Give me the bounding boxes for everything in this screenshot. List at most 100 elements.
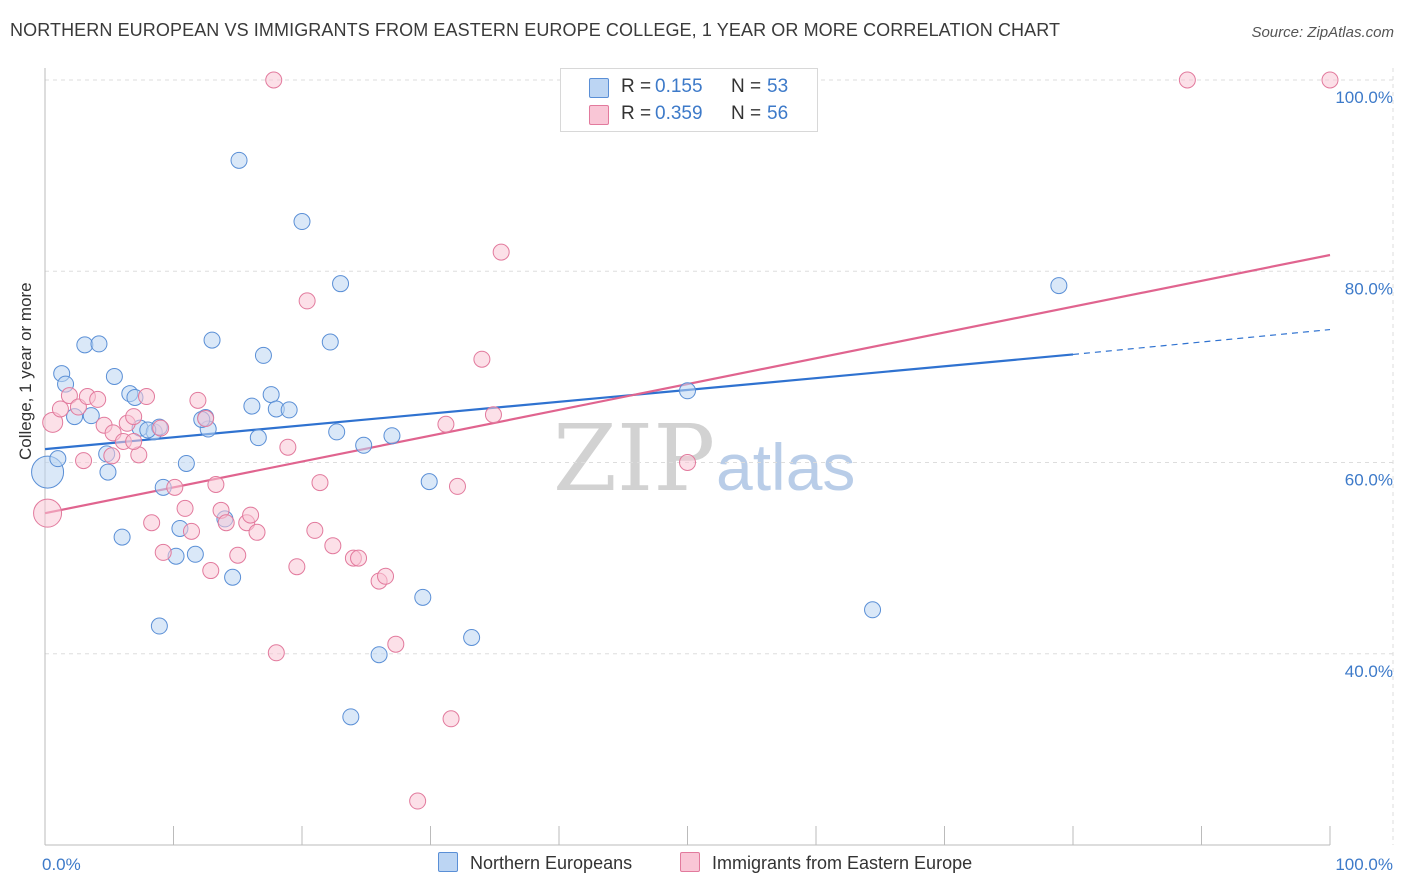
- legend-label: Immigrants from Eastern Europe: [712, 853, 973, 873]
- data-point-northern-european: [49, 450, 67, 468]
- data-point-immigrant-eastern-europe: [33, 498, 63, 528]
- data-point-immigrant-eastern-europe: [377, 567, 395, 585]
- source-label: Source: ZipAtlas.com: [1251, 24, 1394, 41]
- data-point-northern-european: [679, 382, 696, 400]
- data-point-northern-european: [76, 336, 94, 354]
- r-label: R =: [621, 76, 652, 97]
- data-point-immigrant-eastern-europe: [248, 523, 266, 541]
- data-point-immigrant-eastern-europe: [189, 391, 207, 409]
- data-point-northern-european: [370, 646, 388, 664]
- trend-line-extension: [1072, 328, 1331, 356]
- data-point-northern-european: [355, 436, 373, 454]
- data-point-immigrant-eastern-europe: [288, 558, 306, 576]
- blue-swatch: [589, 78, 609, 98]
- data-point-northern-european: [249, 429, 267, 447]
- data-point-immigrant-eastern-europe: [279, 438, 297, 456]
- data-point-immigrant-eastern-europe: [125, 432, 143, 450]
- data-point-northern-european: [328, 423, 346, 441]
- n-value: 53: [767, 76, 789, 97]
- data-point-immigrant-eastern-europe: [138, 388, 156, 406]
- y-tick-label: 80.0%: [1345, 279, 1393, 298]
- x-tick-label: 0.0%: [42, 855, 81, 874]
- data-point-immigrant-eastern-europe: [679, 454, 696, 471]
- data-point-immigrant-eastern-europe: [182, 522, 200, 540]
- data-point-northern-european: [186, 545, 204, 563]
- stats-box: R = 0.155 N = 53 R = 0.359 N = 56: [560, 68, 818, 132]
- data-point-northern-european: [420, 473, 438, 491]
- data-point-northern-european: [332, 275, 350, 293]
- watermark: ZIP atlas: [553, 405, 855, 512]
- data-point-northern-european: [321, 333, 339, 351]
- data-point-northern-european: [342, 708, 360, 726]
- data-point-immigrant-eastern-europe: [202, 562, 220, 580]
- data-point-immigrant-eastern-europe: [154, 543, 172, 561]
- data-point-immigrant-eastern-europe: [267, 644, 285, 662]
- data-point-immigrant-eastern-europe: [324, 537, 342, 555]
- y-axis-label: College, 1 year or more: [16, 282, 35, 460]
- data-point-northern-european: [254, 346, 272, 364]
- data-point-northern-european: [113, 528, 131, 546]
- data-point-immigrant-eastern-europe: [125, 408, 143, 426]
- data-point-northern-european: [280, 401, 298, 419]
- data-point-northern-european: [243, 397, 261, 415]
- tick-labels: 40.0% 60.0% 80.0% 100.0% 0.0% 100.0%: [42, 88, 1393, 874]
- data-point-immigrant-eastern-europe: [484, 406, 502, 424]
- data-point-immigrant-eastern-europe: [265, 71, 283, 89]
- data-point-northern-european: [864, 601, 882, 619]
- data-point-northern-european: [150, 617, 168, 635]
- trend-line-northern-europeans: [44, 353, 1074, 451]
- data-point-northern-european: [383, 427, 401, 445]
- data-point-immigrant-eastern-europe: [89, 390, 107, 408]
- pink-swatch: [680, 852, 700, 872]
- chart-title: NORTHERN EUROPEAN VS IMMIGRANTS FROM EAS…: [10, 20, 1061, 40]
- watermark-atlas: atlas: [716, 430, 855, 504]
- data-point-northern-european: [90, 335, 108, 353]
- data-point-immigrant-eastern-europe: [473, 350, 491, 368]
- data-point-immigrant-eastern-europe: [350, 549, 368, 567]
- data-point-northern-european: [177, 454, 195, 472]
- data-point-immigrant-eastern-europe: [166, 478, 184, 496]
- legend-item-northern-europeans[interactable]: Northern Europeans: [438, 852, 632, 874]
- data-point-immigrant-eastern-europe: [60, 387, 78, 405]
- data-point-immigrant-eastern-europe: [176, 499, 194, 517]
- pink-swatch: [589, 105, 609, 125]
- data-point-immigrant-eastern-europe: [51, 400, 69, 418]
- data-point-immigrant-eastern-europe: [217, 514, 235, 532]
- data-point-northern-european: [230, 151, 248, 169]
- data-point-northern-european: [463, 628, 481, 646]
- data-point-immigrant-eastern-europe: [442, 710, 460, 728]
- n-label: N =: [731, 103, 762, 124]
- r-value: 0.359: [655, 103, 703, 124]
- data-point-northern-european: [1050, 277, 1068, 295]
- data-point-northern-european: [203, 331, 221, 349]
- data-point-immigrant-eastern-europe: [448, 477, 466, 495]
- data-point-immigrant-eastern-europe: [207, 475, 225, 493]
- x-tick-label: 100.0%: [1335, 855, 1393, 874]
- n-value: 56: [767, 103, 789, 124]
- data-point-immigrant-eastern-europe: [306, 521, 324, 539]
- data-point-northern-european: [262, 386, 280, 404]
- r-label: R =: [621, 103, 652, 124]
- data-point-immigrant-eastern-europe: [409, 792, 427, 810]
- data-point-immigrant-eastern-europe: [311, 474, 329, 492]
- legend-label: Northern Europeans: [470, 853, 633, 873]
- data-point-immigrant-eastern-europe: [143, 514, 161, 532]
- y-tick-label: 60.0%: [1345, 471, 1393, 490]
- data-point-northern-european: [414, 588, 432, 606]
- data-points: [31, 71, 1339, 810]
- legend-item-immigrants-eastern-europe[interactable]: Immigrants from Eastern Europe: [680, 852, 972, 874]
- data-point-immigrant-eastern-europe: [197, 410, 215, 428]
- data-point-immigrant-eastern-europe: [152, 419, 170, 437]
- data-point-immigrant-eastern-europe: [298, 292, 316, 310]
- data-point-northern-european: [105, 367, 123, 385]
- data-point-immigrant-eastern-europe: [492, 243, 510, 261]
- data-point-northern-european: [224, 568, 242, 586]
- r-value: 0.155: [655, 76, 703, 97]
- data-point-northern-european: [82, 407, 100, 425]
- y-tick-label: 100.0%: [1335, 88, 1393, 107]
- data-point-immigrant-eastern-europe: [229, 546, 247, 564]
- data-point-immigrant-eastern-europe: [1178, 71, 1196, 89]
- blue-swatch: [438, 852, 458, 872]
- data-point-immigrant-eastern-europe: [437, 415, 455, 433]
